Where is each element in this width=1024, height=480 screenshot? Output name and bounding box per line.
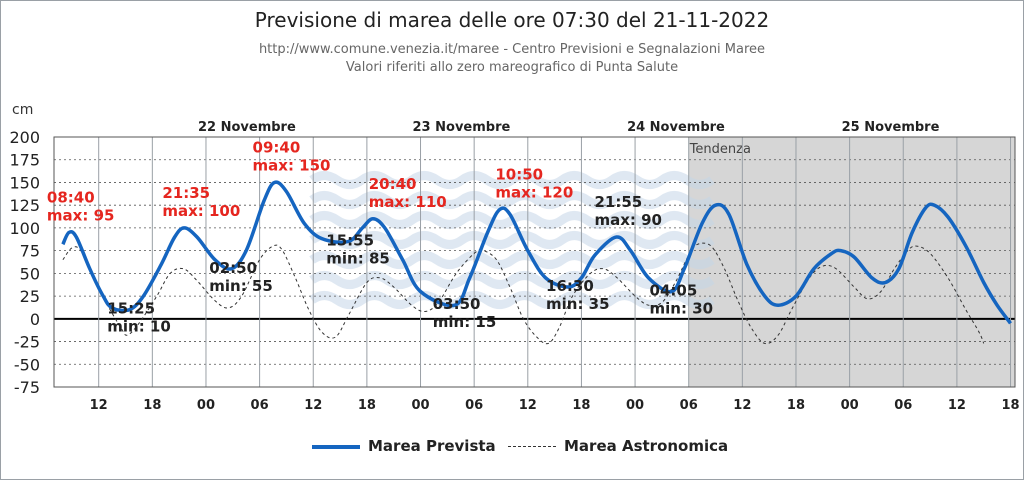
annotation-value: min: 85 bbox=[326, 250, 390, 268]
trend-band bbox=[688, 137, 1015, 387]
day-label: 25 Novembre bbox=[842, 120, 940, 135]
day-label: 24 Novembre bbox=[627, 120, 725, 135]
x-tick-label: 12 bbox=[304, 398, 322, 413]
annotation-value: max: 95 bbox=[47, 206, 115, 224]
legend-astronomical-swatch bbox=[508, 446, 556, 447]
x-tick-label: 06 bbox=[680, 398, 698, 413]
y-axis-unit: cm bbox=[12, 102, 34, 118]
y-tick-label: 25 bbox=[20, 287, 40, 306]
annotation-value: max: 150 bbox=[253, 156, 331, 174]
annotation-time: 02:50 bbox=[209, 259, 257, 277]
legend-forecast-label: Marea Prevista bbox=[368, 437, 496, 455]
legend-astronomical-label: Marea Astronomica bbox=[564, 437, 729, 455]
x-tick-label: 00 bbox=[841, 398, 859, 413]
x-tick-label: 12 bbox=[948, 398, 966, 413]
annotation-time: 04:05 bbox=[650, 282, 698, 300]
annotation-time: 08:40 bbox=[47, 188, 95, 206]
legend-forecast: Marea Prevista bbox=[312, 437, 496, 455]
y-tick-label: 50 bbox=[20, 264, 40, 283]
annotation-time: 15:55 bbox=[326, 232, 374, 250]
annotation-value: min: 30 bbox=[650, 300, 714, 318]
annotation-value: max: 110 bbox=[369, 193, 447, 211]
y-tick-label: 150 bbox=[9, 173, 40, 192]
x-tick-label: 18 bbox=[143, 398, 161, 413]
watermark-wave bbox=[309, 271, 715, 289]
annotation-time: 03:50 bbox=[433, 295, 481, 313]
x-tick-label: 06 bbox=[894, 398, 912, 413]
y-tick-label: -75 bbox=[14, 378, 40, 397]
y-tick-label: 175 bbox=[9, 151, 40, 170]
y-tick-label: 75 bbox=[20, 242, 40, 261]
y-tick-label: 200 bbox=[9, 128, 40, 147]
legend-forecast-swatch bbox=[312, 444, 360, 449]
annotation-time: 10:50 bbox=[495, 166, 543, 184]
watermark-wave bbox=[309, 171, 715, 189]
watermark-wave bbox=[309, 251, 715, 269]
annotation-value: max: 90 bbox=[594, 211, 662, 229]
x-tick-label: 12 bbox=[733, 398, 751, 413]
annotation-time: 21:55 bbox=[594, 193, 642, 211]
y-tick-label: 125 bbox=[9, 196, 40, 215]
y-tick-label: 100 bbox=[9, 219, 40, 238]
x-tick-label: 18 bbox=[358, 398, 376, 413]
watermark-wave bbox=[309, 231, 715, 249]
y-tick-label: 0 bbox=[30, 310, 40, 329]
source-line: http://www.comune.venezia.it/maree - Cen… bbox=[258, 42, 766, 57]
x-tick-label: 12 bbox=[519, 398, 537, 413]
annotation-time: 09:40 bbox=[253, 138, 301, 156]
trend-label: Tendenza bbox=[689, 142, 751, 157]
x-tick-label: 18 bbox=[1001, 398, 1019, 413]
x-tick-label: 00 bbox=[626, 398, 644, 413]
annotation-value: max: 100 bbox=[162, 202, 240, 220]
annotation-value: min: 55 bbox=[209, 277, 273, 295]
chart-title: Previsione di marea delle ore 07:30 del … bbox=[254, 8, 770, 32]
y-tick-label: -50 bbox=[14, 355, 40, 374]
annotation-time: 21:35 bbox=[162, 184, 210, 202]
watermark-logo bbox=[309, 171, 715, 309]
annotation-value: min: 15 bbox=[433, 313, 497, 331]
annotation-time: 16:30 bbox=[546, 277, 594, 295]
plot-border bbox=[53, 136, 1016, 388]
y-tick-label: -25 bbox=[14, 333, 40, 352]
annotation-value: min: 35 bbox=[546, 295, 610, 313]
series-line-marea-prevista bbox=[61, 180, 1012, 325]
x-tick-label: 00 bbox=[197, 398, 215, 413]
x-tick-label: 18 bbox=[572, 398, 590, 413]
annotation-value: min: 10 bbox=[107, 318, 171, 336]
x-tick-label: 12 bbox=[90, 398, 108, 413]
x-tick-label: 18 bbox=[787, 398, 805, 413]
series-line-marea-astronomica bbox=[62, 242, 985, 345]
annotation-time: 15:25 bbox=[107, 300, 155, 318]
day-label: 23 Novembre bbox=[413, 120, 511, 135]
legend-astronomical: Marea Astronomica bbox=[508, 437, 728, 455]
watermark-wave bbox=[309, 191, 715, 209]
x-tick-label: 06 bbox=[465, 398, 483, 413]
day-label: 22 Novembre bbox=[198, 120, 296, 135]
x-tick-label: 06 bbox=[251, 398, 269, 413]
annotation-value: max: 120 bbox=[495, 184, 573, 202]
x-tick-label: 00 bbox=[411, 398, 429, 413]
reference-note: Valori riferiti allo zero mareografico d… bbox=[345, 60, 679, 75]
annotation-time: 20:40 bbox=[369, 175, 417, 193]
